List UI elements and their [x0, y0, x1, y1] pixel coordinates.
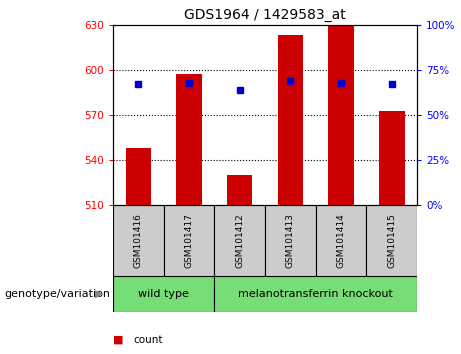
Bar [113, 205, 164, 276]
Bar [113, 276, 214, 312]
Bar [328, 25, 354, 205]
Text: count: count [134, 335, 163, 345]
Text: GSM101414: GSM101414 [337, 213, 346, 268]
Text: GSM101415: GSM101415 [387, 213, 396, 268]
Text: melanotransferrin knockout: melanotransferrin knockout [238, 289, 393, 299]
Title: GDS1964 / 1429583_at: GDS1964 / 1429583_at [184, 8, 346, 22]
Text: wild type: wild type [138, 289, 189, 299]
Bar [125, 148, 151, 205]
Bar [227, 175, 253, 205]
Bar [176, 74, 201, 205]
Bar [366, 205, 417, 276]
Bar [379, 110, 405, 205]
Bar [214, 276, 417, 312]
Bar [265, 205, 316, 276]
Text: GSM101413: GSM101413 [286, 213, 295, 268]
Bar [214, 205, 265, 276]
Text: GSM101416: GSM101416 [134, 213, 143, 268]
Text: ▶: ▶ [95, 289, 103, 299]
Text: ■: ■ [113, 335, 124, 345]
Text: GSM101417: GSM101417 [184, 213, 194, 268]
Text: genotype/variation: genotype/variation [5, 289, 111, 299]
Text: GSM101412: GSM101412 [235, 213, 244, 268]
Bar [164, 205, 214, 276]
Bar [316, 205, 366, 276]
Bar [278, 35, 303, 205]
